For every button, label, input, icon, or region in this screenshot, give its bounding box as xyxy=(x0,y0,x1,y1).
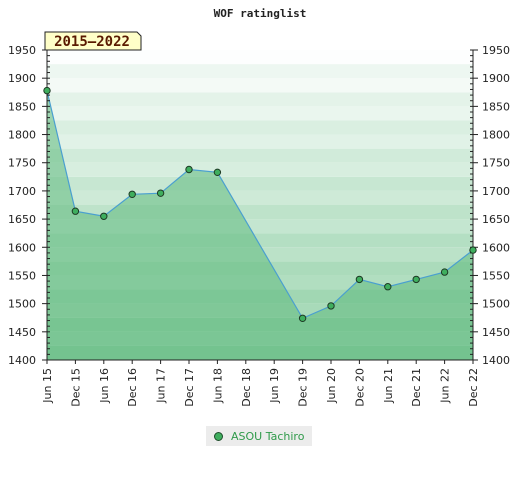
band-1700 xyxy=(47,176,473,191)
x-tick-label: Jun 15 xyxy=(41,368,54,404)
x-tick-label: Jun 19 xyxy=(268,368,281,404)
data-point xyxy=(213,168,222,177)
x-tick-label: Jun 22 xyxy=(439,368,452,404)
y-tick-label-right: 1500 xyxy=(482,298,510,311)
y-tick-label-right: 1900 xyxy=(482,72,510,85)
data-point xyxy=(100,212,108,220)
y-tick-label-left: 1950 xyxy=(8,44,36,57)
x-tick-label: Dec 21 xyxy=(410,368,423,407)
x-tick-label: Dec 19 xyxy=(297,368,310,407)
y-tick-label-left: 1700 xyxy=(8,185,36,198)
y-tick-label-right: 1750 xyxy=(482,157,510,170)
band-1675 xyxy=(47,190,473,205)
data-point xyxy=(384,283,392,291)
series-area xyxy=(47,90,473,360)
period-badge: 2015—2022 xyxy=(44,31,142,51)
y-tick-label-left: 1600 xyxy=(8,241,36,254)
data-point xyxy=(355,275,364,284)
legend-label: ASOU Tachiro xyxy=(231,429,305,443)
band-1825 xyxy=(47,106,473,121)
data-point xyxy=(412,275,420,284)
x-tick-label: Jun 20 xyxy=(325,368,338,404)
y-axis-left: 1400 1450 1500 1550 1600 1650 1700 1750 1800 1850… xyxy=(8,44,47,367)
band-1925 xyxy=(47,50,473,65)
band-1850 xyxy=(47,92,473,107)
band-1775 xyxy=(47,134,473,149)
y-tick-label-left: 1450 xyxy=(8,326,36,339)
data-point xyxy=(469,246,477,254)
x-tick-label: Dec 16 xyxy=(126,368,139,407)
band-1800 xyxy=(47,120,473,135)
x-tick-label: Jun 16 xyxy=(98,368,111,404)
series-line xyxy=(46,90,474,320)
y-tick-label-right: 1600 xyxy=(482,241,510,254)
x-tick-label: Dec 18 xyxy=(240,368,253,407)
y-tick-label-left: 1400 xyxy=(8,354,36,367)
data-point xyxy=(71,207,80,215)
data-point xyxy=(156,189,165,197)
chart-title: WOF ratinglist xyxy=(214,7,307,20)
y-tick-label-right: 1450 xyxy=(482,326,510,339)
x-tick-label: Dec 17 xyxy=(183,368,196,407)
period-badge-text: 2015—2022 xyxy=(54,34,130,50)
band-1725 xyxy=(47,162,473,177)
data-point xyxy=(440,268,449,276)
data-point xyxy=(327,302,335,310)
area-layer xyxy=(46,90,474,360)
x-tick-label: Dec 22 xyxy=(467,368,480,407)
y-tick-label-right: 1800 xyxy=(482,129,510,142)
y-tick-label-right: 1850 xyxy=(482,100,510,113)
y-tick-label-left: 1850 xyxy=(8,100,36,113)
data-point xyxy=(298,314,307,322)
y-tick-label-left: 1500 xyxy=(8,298,36,311)
y-tick-label-left: 1900 xyxy=(8,72,36,85)
data-markers xyxy=(43,86,477,322)
y-tick-label-left: 1800 xyxy=(8,129,36,142)
y-tick-label-left: 1650 xyxy=(8,213,36,226)
x-tick-label: Jun 17 xyxy=(155,368,168,404)
x-tick-label: Dec 20 xyxy=(353,368,366,407)
y-tick-label-right: 1550 xyxy=(482,269,510,282)
x-axis: Jun 15 Dec 15 Jun 16 Dec 16 Jun 17 Dec 17 Jun … xyxy=(41,360,480,407)
data-point xyxy=(128,190,136,198)
y-axis-right: 1400 1450 1500 1550 1600 1650 1700 1750 1800 1850… xyxy=(473,44,510,367)
y-tick-label-right: 1700 xyxy=(482,185,510,198)
band-1750 xyxy=(47,148,473,163)
y-tick-label-left: 1550 xyxy=(8,269,36,282)
x-tick-label: Dec 15 xyxy=(69,368,82,407)
legend: ASOU Tachiro xyxy=(206,426,313,446)
y-tick-label-right: 1650 xyxy=(482,213,510,226)
y-tick-label-right: 1950 xyxy=(482,44,510,57)
y-tick-label-left: 1750 xyxy=(8,157,36,170)
y-tick-label-right: 1400 xyxy=(482,354,510,367)
band-1875 xyxy=(47,78,473,93)
data-point xyxy=(43,86,51,95)
band-1900 xyxy=(47,64,473,79)
legend-marker-icon xyxy=(214,431,223,441)
x-tick-label: Jun 21 xyxy=(382,368,395,404)
data-point xyxy=(185,165,193,174)
x-tick-label: Jun 18 xyxy=(211,368,224,404)
period-badge-bg xyxy=(44,31,142,51)
